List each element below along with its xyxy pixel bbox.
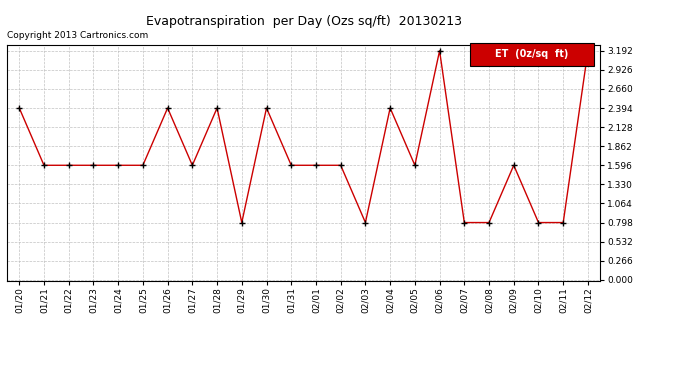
Text: ET  (0z/sq  ft): ET (0z/sq ft) [495, 50, 569, 60]
Text: Evapotranspiration  per Day (Ozs sq/ft)  20130213: Evapotranspiration per Day (Ozs sq/ft) 2… [146, 15, 462, 28]
FancyBboxPatch shape [470, 43, 594, 66]
Text: Copyright 2013 Cartronics.com: Copyright 2013 Cartronics.com [7, 31, 148, 40]
